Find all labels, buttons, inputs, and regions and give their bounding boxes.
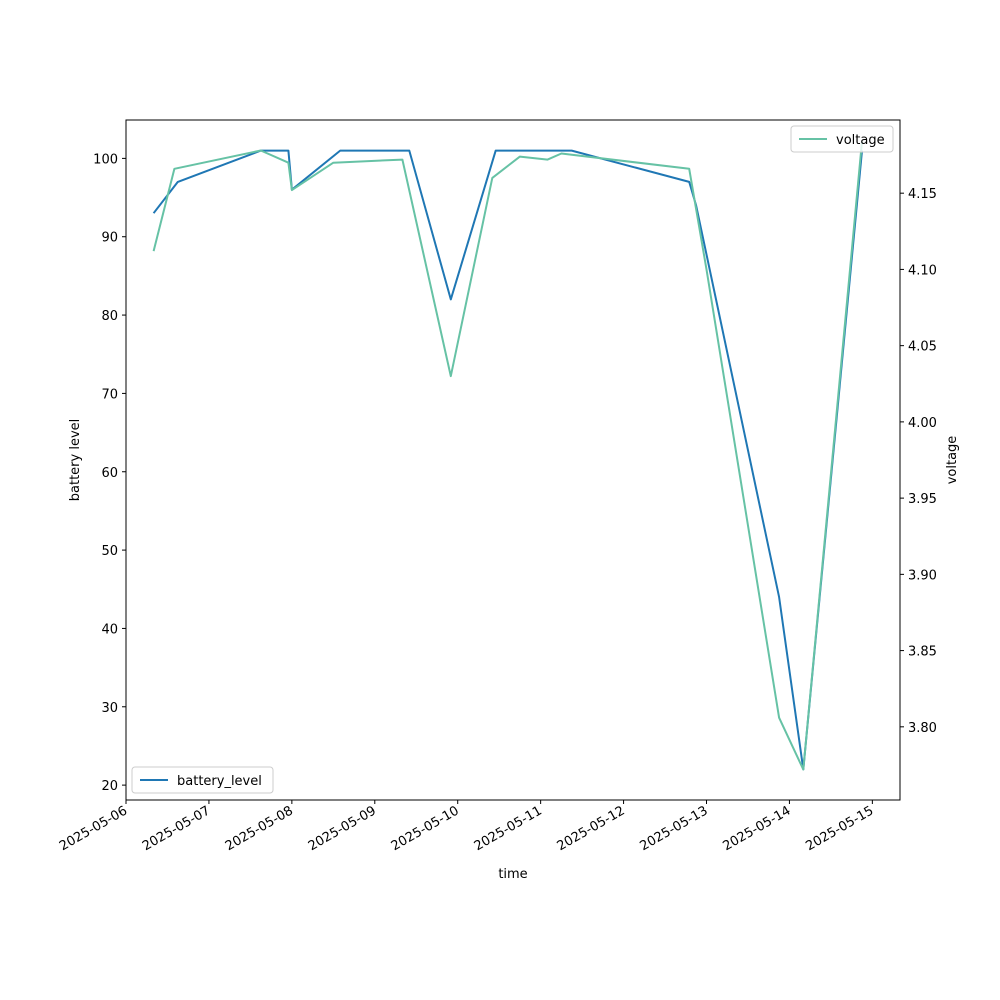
legend-battery-level-label: battery_level <box>177 774 262 789</box>
series-layer <box>152 141 863 771</box>
left-y-tick-label: 30 <box>101 701 118 716</box>
left-y-tick-label: 90 <box>101 231 118 246</box>
right-y-tick-label: 3.80 <box>908 721 937 736</box>
left-y-axis: 20 30 40 50 60 70 80 90 100 <box>93 152 126 794</box>
legend-voltage: voltage <box>790 125 894 153</box>
left-y-tick-label: 80 <box>101 309 118 324</box>
legend-battery-level-box <box>131 766 274 794</box>
left-y-tick-label: 100 <box>93 152 118 167</box>
plot-frame <box>125 119 901 801</box>
right-y-tick-label: 3.90 <box>908 568 937 583</box>
right-y-axis: 3.80 3.85 3.90 3.95 4.00 4.05 4.10 4.15 <box>900 187 937 736</box>
left-y-tick-label: 40 <box>101 622 118 637</box>
right-y-tick-label: 3.95 <box>908 492 937 507</box>
left-y-tick-label: 70 <box>101 387 118 402</box>
legend-battery-level: battery_level <box>131 766 274 794</box>
series-line-voltage <box>152 141 863 771</box>
right-y-tick-label: 3.85 <box>908 645 937 660</box>
series-line-battery-level <box>152 149 863 771</box>
right-y-tick-label: 4.05 <box>908 340 937 355</box>
right-y-tick-label: 4.00 <box>908 416 937 431</box>
left-y-tick-label: 60 <box>101 466 118 481</box>
legend-voltage-box <box>790 125 894 153</box>
right-y-tick-label: 4.15 <box>908 187 937 202</box>
right-y-tick-label: 4.10 <box>908 263 937 278</box>
right-y-axis-label: voltage <box>945 436 960 485</box>
left-y-axis-label: battery level <box>68 419 83 502</box>
left-y-tick-label: 20 <box>101 779 118 794</box>
x-axis-label: time <box>498 867 527 882</box>
left-y-tick-label: 50 <box>101 544 118 559</box>
legend-voltage-label: voltage <box>836 133 885 148</box>
